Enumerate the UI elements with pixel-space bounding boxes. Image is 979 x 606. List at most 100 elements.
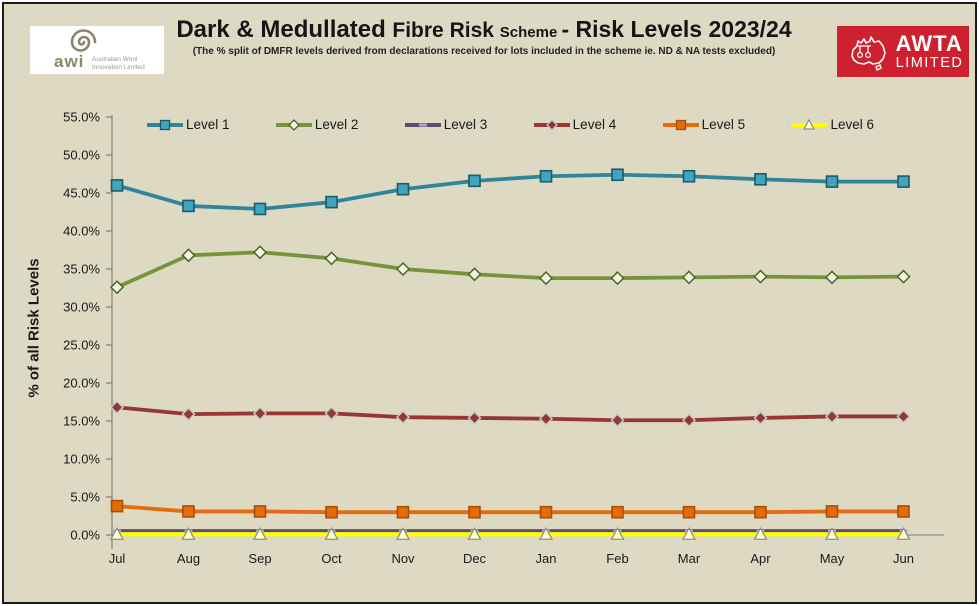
- legend-swatch: [533, 118, 570, 131]
- x-axis-tick-label: May: [820, 551, 845, 566]
- awi-subtext-line1: Australian Wool: [92, 56, 138, 63]
- legend-label: Level 2: [314, 117, 359, 132]
- data-point-marker-level-1: [682, 169, 696, 183]
- header: awi Australian Wool Innovation Limited D…: [4, 4, 975, 94]
- data-point-marker-level-4: [824, 409, 840, 424]
- legend-marker: [545, 118, 558, 131]
- data-point-marker-level-4: [538, 411, 554, 426]
- x-axis-tick-label: Jul: [109, 551, 126, 566]
- series-line-level-1: [115, 172, 906, 211]
- x-axis-tick-label: Sep: [248, 551, 271, 566]
- legend-marker: [418, 123, 427, 126]
- data-point-marker-level-4: [467, 410, 482, 426]
- data-point-marker-level-5: [611, 505, 624, 519]
- data-point-marker-level-1: [110, 179, 124, 192]
- data-point-marker-level-2: [824, 270, 840, 285]
- page-title: Dark & Medullated Fibre Risk Scheme - Ri…: [174, 16, 794, 44]
- legend-label: Level 6: [830, 117, 874, 132]
- y-axis-tick-label: 15.0%: [63, 414, 100, 429]
- page-subtitle: (The % split of DMFR levels derived from…: [192, 46, 776, 57]
- data-point-marker-level-5: [325, 505, 338, 519]
- series-line-level-4: [115, 405, 906, 423]
- legend-swatch: [662, 119, 699, 130]
- data-point-marker-level-2: [610, 271, 625, 286]
- risk-levels-line-chart: 0.0% 5.0% 10.0% 15.0% 20.0% 25.0% 30.0% 35.0% 40…: [63, 110, 944, 566]
- data-point-marker-level-5: [682, 505, 696, 519]
- data-point-marker-level-5: [396, 505, 410, 519]
- y-axis-tick-label: 50.0%: [63, 148, 100, 163]
- legend-swatch: [147, 119, 183, 130]
- x-axis-tick-label: Mar: [678, 551, 701, 566]
- data-point-marker-level-2: [109, 280, 125, 295]
- y-axis-tick-label: 35.0%: [63, 262, 100, 277]
- x-axis-tick-label: Dec: [463, 551, 487, 566]
- data-point-marker-level-5: [754, 505, 767, 519]
- legend-marker: [287, 118, 300, 131]
- data-point-marker-level-4: [181, 407, 196, 422]
- data-point-marker-level-5: [468, 505, 481, 519]
- title-part-3: Scheme: [499, 24, 562, 41]
- x-axis-tick-label: Apr: [750, 551, 771, 566]
- data-point-marker-level-4: [896, 409, 911, 424]
- awta-name: AWTA: [895, 30, 963, 56]
- data-point-marker-level-2: [753, 269, 768, 284]
- y-axis-tick-label: 5.0%: [70, 490, 100, 505]
- awi-logo: awi Australian Wool Innovation Limited: [30, 26, 164, 74]
- data-point-marker-level-2: [252, 245, 268, 260]
- data-point-marker-level-4: [753, 410, 768, 426]
- legend-item-level-4: Level 4: [533, 117, 617, 132]
- data-point-marker-level-1: [253, 202, 267, 216]
- data-point-marker-level-5: [182, 505, 195, 518]
- awi-acronym: awi: [54, 52, 85, 71]
- data-point-marker-level-6: [324, 526, 339, 540]
- data-point-marker-level-2: [538, 271, 554, 286]
- data-point-marker-level-1: [897, 175, 910, 188]
- legend-swatch: [404, 122, 441, 127]
- data-point-marker-level-6: [467, 526, 482, 540]
- y-axis-tick-label: 25.0%: [63, 338, 100, 353]
- data-point-marker-level-2: [681, 270, 697, 285]
- data-point-marker-level-4: [681, 413, 697, 428]
- data-point-marker-level-6: [610, 526, 625, 540]
- chart-legend: Level 1 Level 2 Level 3 Level 4 Level 5 Level…: [146, 117, 874, 132]
- y-axis-tick-label: 40.0%: [63, 224, 100, 239]
- data-point-marker-level-6: [538, 526, 554, 540]
- legend-swatch: [275, 118, 312, 131]
- x-axis-tick-label: Aug: [177, 551, 200, 566]
- legend-label: Level 4: [572, 117, 617, 132]
- data-point-marker-level-2: [395, 261, 411, 277]
- legend-item-level-2: Level 2: [275, 117, 359, 132]
- x-axis-tick-label: Nov: [391, 551, 415, 566]
- data-point-marker-level-5: [253, 505, 267, 518]
- data-point-marker-level-4: [610, 413, 625, 428]
- data-point-marker-level-2: [467, 267, 482, 282]
- legend-marker: [675, 119, 686, 130]
- awi-subtext-line2: Innovation Limited: [92, 63, 145, 71]
- legend-label: Level 1: [186, 117, 230, 132]
- awta-logo: AWTA LIMITED: [837, 26, 969, 77]
- y-axis-tick-label: 0.0%: [70, 528, 100, 543]
- data-point-marker-level-1: [325, 195, 338, 209]
- data-point-marker-level-4: [324, 406, 339, 421]
- series-line-level-5: [115, 504, 906, 515]
- data-point-marker-level-1: [539, 169, 553, 183]
- title-part-2: Fibre Risk: [392, 19, 500, 42]
- data-point-marker-level-6: [181, 526, 196, 540]
- data-point-marker-level-5: [110, 499, 124, 513]
- title-part-4: - Risk Levels 2023/24: [561, 16, 792, 42]
- data-point-marker-level-6: [896, 526, 911, 540]
- legend-item-level-3: Level 3: [404, 117, 487, 132]
- data-point-marker-level-5: [897, 505, 910, 518]
- awta-text: AWTA LIMITED: [895, 30, 964, 71]
- y-axis-tick-label: 45.0%: [63, 186, 100, 201]
- awta-limited: LIMITED: [895, 54, 964, 71]
- y-axis-tick-label: 10.0%: [63, 452, 100, 467]
- data-point-marker-level-6: [395, 526, 411, 540]
- data-point-marker-level-1: [825, 175, 839, 188]
- series-line-level-2: [115, 250, 906, 290]
- data-point-marker-level-6: [252, 526, 268, 540]
- data-point-marker-level-6: [824, 526, 840, 540]
- data-point-marker-level-4: [252, 406, 268, 421]
- data-point-marker-level-6: [681, 526, 697, 540]
